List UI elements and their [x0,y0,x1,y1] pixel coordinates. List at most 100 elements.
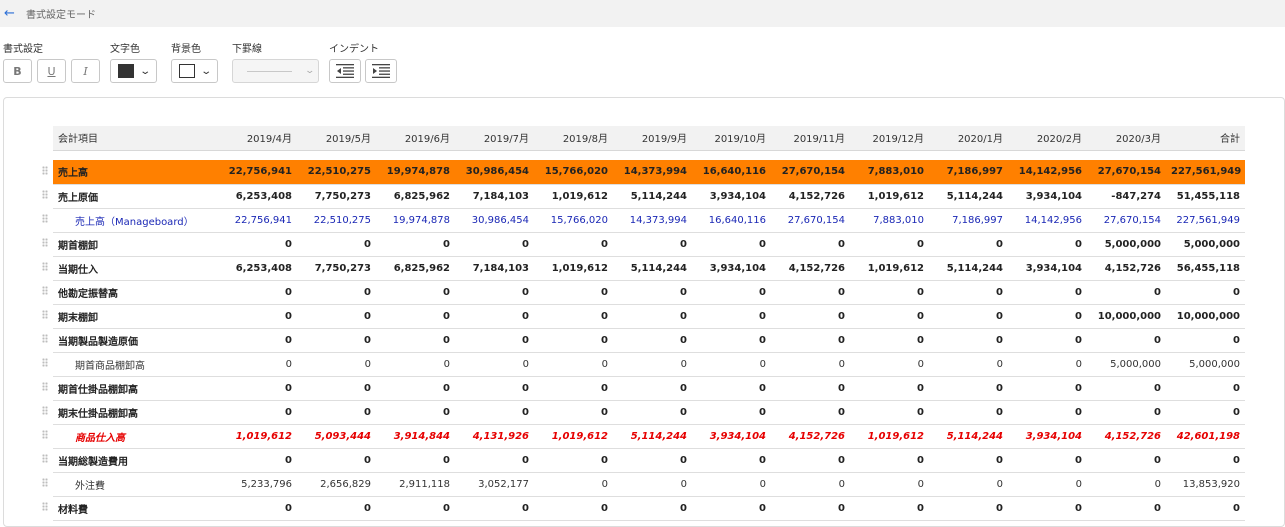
table-cell[interactable]: 51,455,118 [1166,184,1245,209]
table-cell[interactable]: 0 [455,496,534,521]
table-cell[interactable]: 0 [297,280,376,305]
table-cell[interactable]: 0 [1008,328,1087,353]
table-cell[interactable]: 3,934,104 [1008,256,1087,281]
row-label[interactable]: 期首仕掛品棚卸高 [53,376,218,401]
table-cell[interactable]: 0 [692,376,771,401]
table-cell[interactable]: 0 [692,472,771,497]
table-cell[interactable]: 0 [929,328,1008,353]
table-cell[interactable]: 0 [692,280,771,305]
table-cell[interactable]: 0 [1087,472,1166,497]
table-cell[interactable]: 0 [613,400,692,425]
drag-handle-icon[interactable] [37,400,53,424]
table-cell[interactable]: 0 [850,472,929,497]
table-cell[interactable]: 0 [455,352,534,377]
table-cell[interactable]: 0 [692,304,771,329]
table-cell[interactable]: 0 [1008,376,1087,401]
table-cell[interactable]: 0 [1087,280,1166,305]
table-cell[interactable]: 0 [376,400,455,425]
table-cell[interactable]: 0 [771,304,850,329]
table-cell[interactable]: 16,640,116 [692,208,771,233]
row-label[interactable]: 当期総製造費用 [53,448,218,473]
table-cell[interactable]: 0 [1008,352,1087,377]
table-cell[interactable]: 7,186,997 [929,160,1008,185]
table-cell[interactable]: 0 [218,352,297,377]
table-cell[interactable]: 0 [771,376,850,401]
table-cell[interactable]: 5,000,000 [1166,352,1245,377]
table-cell[interactable]: 0 [534,280,613,305]
table-cell[interactable]: 0 [850,448,929,473]
table-cell[interactable]: 22,756,941 [218,160,297,185]
table-cell[interactable]: -847,274 [1087,184,1166,209]
table-cell[interactable]: 0 [376,280,455,305]
table-cell[interactable]: 14,373,994 [613,208,692,233]
table-row[interactable]: 当期製品製造原価 0 0 0 0 0 0 0 0 0 0 0 0 0 [37,328,1245,353]
table-cell[interactable]: 4,152,726 [771,424,850,449]
table-cell[interactable]: 5,093,444 [297,424,376,449]
table-cell[interactable]: 0 [297,352,376,377]
table-cell[interactable]: 4,152,726 [1087,424,1166,449]
table-cell[interactable]: 0 [613,304,692,329]
table-cell[interactable]: 5,114,244 [613,184,692,209]
table-cell[interactable]: 0 [692,496,771,521]
table-cell[interactable]: 0 [1166,400,1245,425]
table-cell[interactable]: 0 [534,304,613,329]
table-cell[interactable]: 6,825,962 [376,184,455,209]
table-cell[interactable]: 0 [534,352,613,377]
row-label[interactable]: 他勘定振替高 [53,280,218,305]
table-cell[interactable]: 0 [297,232,376,257]
drag-handle-icon[interactable] [37,280,53,304]
table-row[interactable]: 当期仕入 6,253,408 7,750,273 6,825,962 7,184,103… [37,256,1245,281]
table-cell[interactable]: 16,640,116 [692,160,771,185]
table-cell[interactable]: 0 [1008,232,1087,257]
table-cell[interactable]: 0 [1008,304,1087,329]
table-cell[interactable]: 0 [1087,400,1166,425]
table-cell[interactable]: 3,914,844 [376,424,455,449]
table-cell[interactable]: 0 [929,280,1008,305]
table-cell[interactable]: 0 [455,280,534,305]
italic-button[interactable]: I [71,59,100,83]
table-cell[interactable]: 0 [534,400,613,425]
table-cell[interactable]: 0 [692,352,771,377]
table-cell[interactable]: 22,510,275 [297,160,376,185]
table-cell[interactable]: 3,934,104 [1008,184,1087,209]
table-cell[interactable]: 27,670,154 [1087,160,1166,185]
table-cell[interactable]: 22,756,941 [218,208,297,233]
indent-button[interactable] [365,59,397,83]
table-cell[interactable]: 0 [850,496,929,521]
table-cell[interactable]: 0 [534,328,613,353]
table-cell[interactable]: 0 [218,304,297,329]
table-cell[interactable]: 2,656,829 [297,472,376,497]
table-cell[interactable]: 13,853,920 [1166,472,1245,497]
table-cell[interactable]: 0 [1008,472,1087,497]
table-cell[interactable]: 5,114,244 [929,184,1008,209]
table-cell[interactable]: 42,601,198 [1166,424,1245,449]
row-label[interactable]: 期首棚卸 [53,232,218,257]
table-cell[interactable]: 0 [771,352,850,377]
table-cell[interactable]: 6,825,962 [376,256,455,281]
table-cell[interactable]: 0 [455,304,534,329]
table-cell[interactable]: 4,152,726 [771,184,850,209]
table-cell[interactable]: 0 [929,472,1008,497]
table-cell[interactable]: 0 [297,376,376,401]
row-label[interactable]: 当期製品製造原価 [53,328,218,353]
table-row[interactable]: 売上原価 6,253,408 7,750,273 6,825,962 7,184,103… [37,184,1245,209]
table-cell[interactable]: 0 [613,352,692,377]
table-cell[interactable]: 0 [1087,328,1166,353]
drag-handle-icon[interactable] [37,160,53,184]
drag-handle-icon[interactable] [37,496,53,520]
table-cell[interactable]: 0 [771,400,850,425]
table-cell[interactable]: 0 [771,496,850,521]
table-cell[interactable]: 5,114,244 [613,256,692,281]
drag-handle-icon[interactable] [37,256,53,280]
table-cell[interactable]: 15,766,020 [534,160,613,185]
table-cell[interactable]: 0 [850,400,929,425]
table-cell[interactable]: 0 [613,328,692,353]
table-cell[interactable]: 0 [1087,376,1166,401]
table-cell[interactable]: 0 [771,232,850,257]
table-cell[interactable]: 0 [1166,448,1245,473]
arrow-left-icon[interactable]: ← [4,6,15,21]
table-cell[interactable]: 0 [1166,496,1245,521]
table-cell[interactable]: 227,561,949 [1166,208,1245,233]
table-cell[interactable]: 0 [692,232,771,257]
table-cell[interactable]: 227,561,949 [1166,160,1245,185]
